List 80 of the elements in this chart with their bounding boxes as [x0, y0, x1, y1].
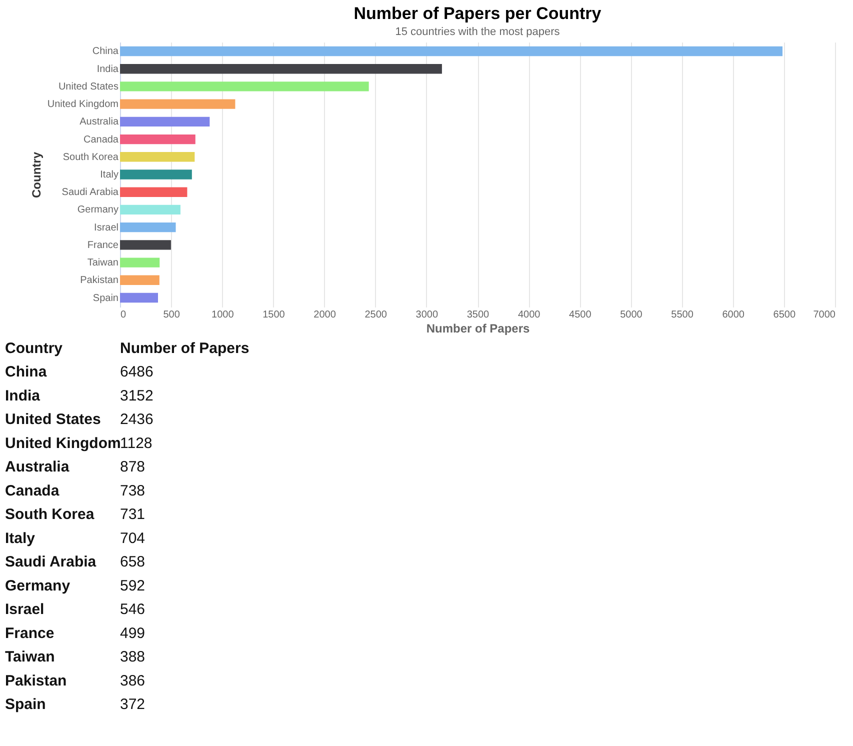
- bar: [120, 46, 782, 56]
- bar: [120, 222, 176, 232]
- data-label: 6486: [120, 364, 154, 381]
- bar: [120, 82, 369, 92]
- y-tick-label: Pakistan: [80, 275, 118, 286]
- category-label: Germany: [5, 577, 71, 594]
- category-label: United States: [5, 411, 101, 428]
- data-label: 499: [120, 624, 146, 642]
- y-tick-label: United States: [58, 81, 118, 92]
- bar: [120, 99, 236, 109]
- x-tick-label: 7000: [813, 310, 836, 320]
- x-axis-title: Number of Papers: [426, 322, 530, 336]
- category-label: Canada: [5, 482, 60, 500]
- y-tick-label: China: [92, 46, 119, 58]
- x-tick-label: 3500: [466, 310, 490, 320]
- x-tick-label: 4000: [518, 310, 541, 320]
- y-tick-label: Taiwan: [87, 258, 118, 269]
- x-tick-label: 1500: [262, 310, 286, 320]
- text: Number of Papers: [120, 340, 250, 357]
- bar: [120, 275, 160, 285]
- data-label: 3152: [120, 387, 154, 404]
- data-label: 1128: [120, 434, 152, 452]
- bar: [120, 134, 196, 144]
- bar: [120, 187, 188, 197]
- x-tick-label: 0: [120, 310, 126, 320]
- bar: [120, 170, 192, 180]
- bar: [120, 116, 210, 127]
- x-tick-label: 6500: [773, 310, 796, 320]
- category-label: Israel: [5, 601, 44, 618]
- category-label: India: [5, 387, 41, 404]
- y-tick-label: Spain: [92, 292, 118, 304]
- bar: [120, 152, 195, 162]
- x-tick-label: 5000: [620, 310, 643, 320]
- chart-title: Number of Papers per Country: [354, 4, 602, 23]
- x-tick-label: 2500: [364, 310, 388, 320]
- category-label: Taiwan: [5, 648, 55, 666]
- bar: [120, 204, 180, 215]
- y-tick-label: Australia: [80, 116, 119, 128]
- category-label: Pakistan: [5, 672, 67, 690]
- data-label: 386: [120, 672, 146, 690]
- y-tick-label: Israel: [94, 222, 118, 234]
- x-tick-label: 6000: [722, 310, 745, 320]
- y-tick-label: Saudi Arabia: [62, 187, 119, 198]
- bar: [120, 258, 160, 268]
- y-tick-label: South Korea: [62, 152, 119, 163]
- y-tick-label: Italy: [100, 170, 118, 180]
- data-label: 738: [120, 482, 146, 500]
- category-label: Spain: [5, 696, 46, 714]
- x-tick-label: 4500: [569, 310, 592, 320]
- category-label: Italy: [5, 530, 36, 547]
- data-label: 372: [120, 696, 146, 714]
- chart-subtitle: 15 countries with the most papers: [395, 26, 560, 38]
- bar: [120, 64, 442, 74]
- category-label: South Korea: [5, 506, 95, 524]
- y-axis-title: Country: [29, 152, 44, 198]
- data-label: 2436: [120, 411, 154, 428]
- x-tick-label: 5500: [671, 310, 694, 320]
- data-label: 388: [120, 648, 146, 666]
- x-tick-label: 3000: [416, 310, 438, 320]
- y-tick-label: India: [96, 64, 119, 75]
- y-tick-label: Germany: [77, 204, 118, 216]
- y-tick-label: United Kingdom: [47, 99, 118, 110]
- data-label: 878: [120, 458, 146, 476]
- data-label: 704: [120, 530, 146, 547]
- category-label: China: [5, 364, 48, 381]
- x-tick-label: 1000: [212, 310, 234, 320]
- data-label: 592: [120, 577, 146, 594]
- x-tick-label: 2000: [314, 310, 336, 320]
- data-label: 658: [120, 554, 146, 571]
- data-label: 731: [120, 506, 146, 524]
- category-label: France: [5, 624, 54, 642]
- x-tick-label: 500: [163, 310, 180, 320]
- text: Country: [5, 340, 64, 357]
- category-label: Australia: [5, 458, 70, 476]
- y-tick-label: Canada: [83, 134, 119, 146]
- bar: [120, 240, 171, 250]
- y-tick-label: France: [87, 240, 119, 251]
- data-label: 546: [120, 601, 146, 618]
- bar: [120, 292, 158, 303]
- category-label: Saudi Arabia: [5, 554, 97, 571]
